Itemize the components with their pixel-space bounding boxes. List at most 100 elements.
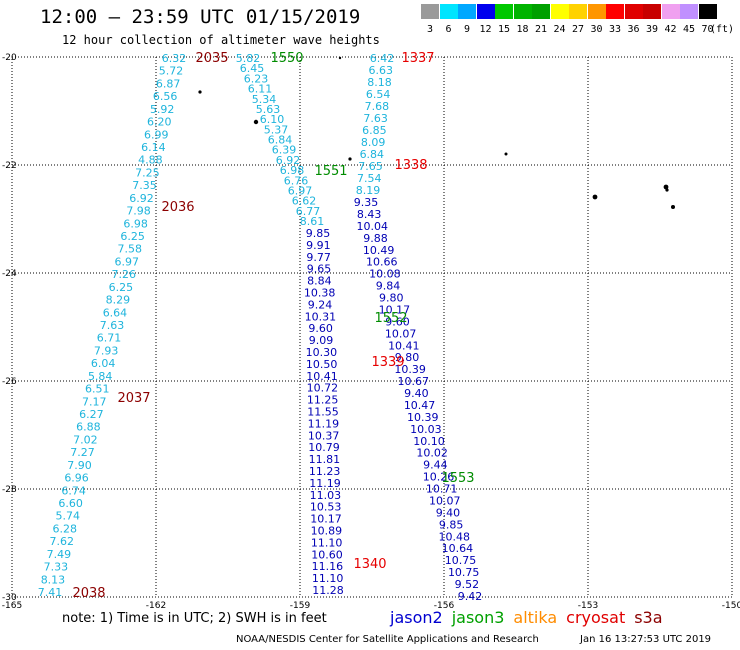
swh-value: 11.25 [307,394,339,407]
swh-value: 6.98 [280,164,305,177]
lon-tick-label: -150 [722,601,740,611]
swh-value: 6.25 [120,230,145,243]
swh-value: 6.84 [360,148,385,161]
swh-value: 10.02 [416,447,448,460]
islands [198,56,675,209]
colorbar-swatch [587,4,606,19]
swh-value: 10.39 [394,363,426,376]
swh-value: 10.75 [448,566,480,579]
swh-value: 6.92 [276,154,301,167]
pass-number-label: 2035 [195,51,228,66]
swh-value: 6.27 [79,408,104,421]
swh-value: 6.10 [260,113,285,126]
swh-value: 7.65 [358,160,383,173]
swh-value: 7.68 [365,100,390,113]
swh-value: 9.91 [306,239,331,252]
island-marker [663,184,669,190]
swh-value: 9.42 [458,590,483,603]
lat-tick-label: -30 [2,593,17,603]
swh-value: 8.13 [41,573,66,586]
swh-value: 11.19 [308,417,340,430]
island-marker [504,152,508,156]
swh-value: 6.14 [141,141,166,154]
swh-value: 9.60 [385,315,410,328]
page-subtitle: 12 hour collection of altimeter wave hei… [62,33,380,47]
swh-value: 10.41 [388,339,420,352]
swh-value: 5.63 [256,103,281,116]
colorbar-swatch [495,4,513,19]
swh-value: 6.96 [64,472,89,485]
legend-item-altika: altika [513,608,558,627]
colorbar-swatch [550,4,569,19]
colorbar-swatch [624,4,643,19]
swh-value: 10.53 [310,501,342,514]
island-marker [348,157,352,161]
swh-value: 6.60 [58,497,83,510]
swh-value: 10.41 [306,370,338,383]
swh-value: 6.63 [368,64,393,77]
swh-value: 10.17 [379,303,411,316]
swh-value: 5.34 [252,93,277,106]
swh-value: 6.97 [288,184,313,197]
swh-value: 7.25 [135,166,160,179]
swh-value: 7.27 [70,446,95,459]
pass-number-label: 1550 [270,51,303,66]
footer-note: note: 1) Time is in UTC; 2) SWH is in fe… [62,611,327,626]
swh-value: 6.42 [370,52,395,65]
swh-value: 7.49 [47,548,72,561]
pass-number-label: 2037 [117,391,150,406]
pass-number-label: 2038 [72,586,105,601]
island-marker [198,90,202,94]
axis-ticks: -20 -22 -24 -26 -28 -30-165 -162 -159 -156 -153 -1… [2,53,740,611]
colorbar-swatch [458,4,476,19]
swh-value: 10.04 [357,220,389,233]
measurements: 6.325.726.876.565.926.206.996.144.887.25… [38,52,483,603]
colorbar-swatch [513,4,532,19]
swh-value: 11.55 [307,406,339,419]
colorbar-swatch [643,4,661,19]
island-marker [671,205,675,209]
swh-value: 5.92 [150,103,175,116]
colorbar-swatch [661,4,680,19]
swh-value: 11.10 [312,572,344,585]
swh-value: 10.79 [308,441,340,454]
swh-value: 10.38 [304,287,336,300]
colorbar-swatch [532,4,550,19]
swh-value: 4.88 [138,154,163,167]
colorbar-label: 12 [479,24,492,35]
pass-number-label: 1553 [441,471,474,486]
swh-value: 6.39 [272,144,297,157]
swh-value: 7.62 [50,535,75,548]
swh-value: 10.07 [429,494,461,507]
colorbar-label: 27 [571,24,585,35]
swh-value: 8.19 [356,184,381,197]
colorbar-swatch [476,4,495,19]
colorbar-label: 33 [608,24,622,35]
swh-value: 6.99 [144,128,169,141]
swh-value: 6.62 [292,195,317,208]
swh-value: 11.28 [312,584,344,597]
pass-number-label: 1551 [314,164,347,179]
swh-value: 6.11 [248,83,273,96]
pass-number-label: 1340 [353,557,386,572]
colorbar-label: 9 [463,24,471,35]
swh-value: 9.35 [354,196,379,209]
swh-value: 10.03 [410,423,442,436]
lat-tick-label: -24 [2,269,17,279]
pass-number-label: 1338 [394,158,427,173]
swh-value: 8.09 [361,136,386,149]
swh-value: 6.04 [91,357,116,370]
legend-item-jason2: jason2 [390,608,443,627]
swh-value: 6.77 [296,205,321,218]
swh-value: 6.64 [103,306,128,319]
swh-value: 6.71 [97,332,122,345]
swh-value: 7.54 [357,172,382,185]
swh-value: 7.26 [112,268,137,281]
swh-value: 10.37 [308,429,340,442]
map-border [11,56,733,598]
swh-value: 10.08 [369,268,401,281]
colorbar-swatch [439,4,458,19]
swh-value: 5.72 [159,65,184,78]
colorbar-label: 18 [516,24,529,35]
